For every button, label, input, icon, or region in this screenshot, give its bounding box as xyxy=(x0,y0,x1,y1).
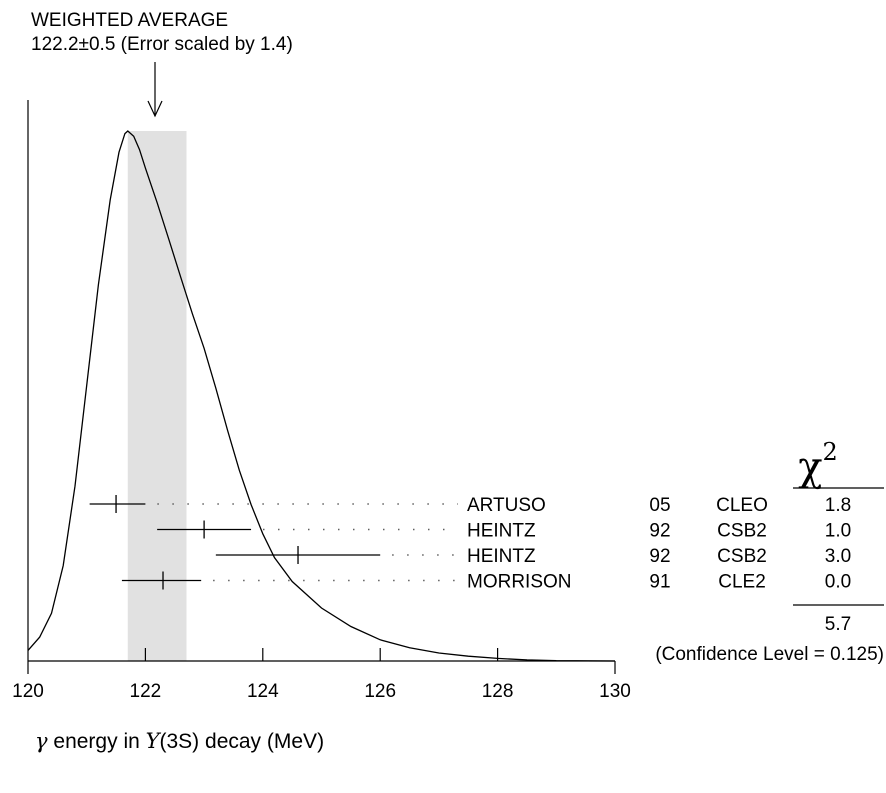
measurement-author: MORRISON xyxy=(467,572,572,593)
x-tick-label: 120 xyxy=(12,681,44,702)
x-tick-label: 124 xyxy=(247,681,279,702)
x-tick-label: 130 xyxy=(599,681,631,702)
gamma-symbol: γ xyxy=(35,729,48,753)
upsilon-symbol: Υ xyxy=(146,729,162,753)
x-label-tail: decay (MeV) xyxy=(199,730,324,753)
weighted-average-band xyxy=(127,131,187,661)
measurement-year: 05 xyxy=(649,495,670,516)
chart-subtitle: 122.2±0.5 (Error scaled by 1.4) xyxy=(31,34,293,55)
measurement-year: 91 xyxy=(649,572,670,593)
chi2-symbol: χ xyxy=(798,444,822,490)
x-axis-label: γ energy in Υ(3S) decay (MeV) xyxy=(35,729,324,753)
measurement-chi2: 0.0 xyxy=(825,572,851,593)
measurement-row: HEINTZ 92 CSB2 3.0 xyxy=(215,546,851,567)
measurement-year: 92 xyxy=(649,546,670,567)
measurement-experiment: CLEO xyxy=(716,495,768,516)
measurement-chi2: 3.0 xyxy=(825,546,851,567)
x-tick-label: 126 xyxy=(364,681,396,702)
chi2-total: 5.7 xyxy=(825,614,851,635)
measurement-experiment: CSB2 xyxy=(717,546,767,567)
measurement-row: MORRISON 91 CLE2 0.0 xyxy=(121,571,851,593)
x-tick-label: 128 xyxy=(482,681,514,702)
x-label-mid: energy in xyxy=(48,730,146,753)
measurement-chi2: 1.8 xyxy=(825,495,851,516)
measurement-chi2: 1.0 xyxy=(825,521,851,542)
x-label-state: (3S) xyxy=(160,730,200,753)
measurement-author: HEINTZ xyxy=(467,546,536,567)
measurement-author: HEINTZ xyxy=(467,521,536,542)
measurement-row: HEINTZ 92 CSB2 1.0 xyxy=(157,520,851,542)
measurement-row: ARTUSO 05 CLEO 1.8 xyxy=(89,495,851,516)
chi2-header: χ2 xyxy=(798,438,838,490)
measurement-experiment: CLE2 xyxy=(718,572,766,593)
ideogram-curve xyxy=(27,130,616,662)
confidence-level: (Confidence Level = 0.125) xyxy=(655,644,884,665)
chart-title: WEIGHTED AVERAGE xyxy=(31,10,228,31)
measurement-experiment: CSB2 xyxy=(717,521,767,542)
measurement-author: ARTUSO xyxy=(467,495,546,516)
chi2-power: 2 xyxy=(822,438,837,466)
weighted-average-arrow xyxy=(147,62,163,118)
x-tick-label: 122 xyxy=(130,681,162,702)
measurement-year: 92 xyxy=(649,521,670,542)
